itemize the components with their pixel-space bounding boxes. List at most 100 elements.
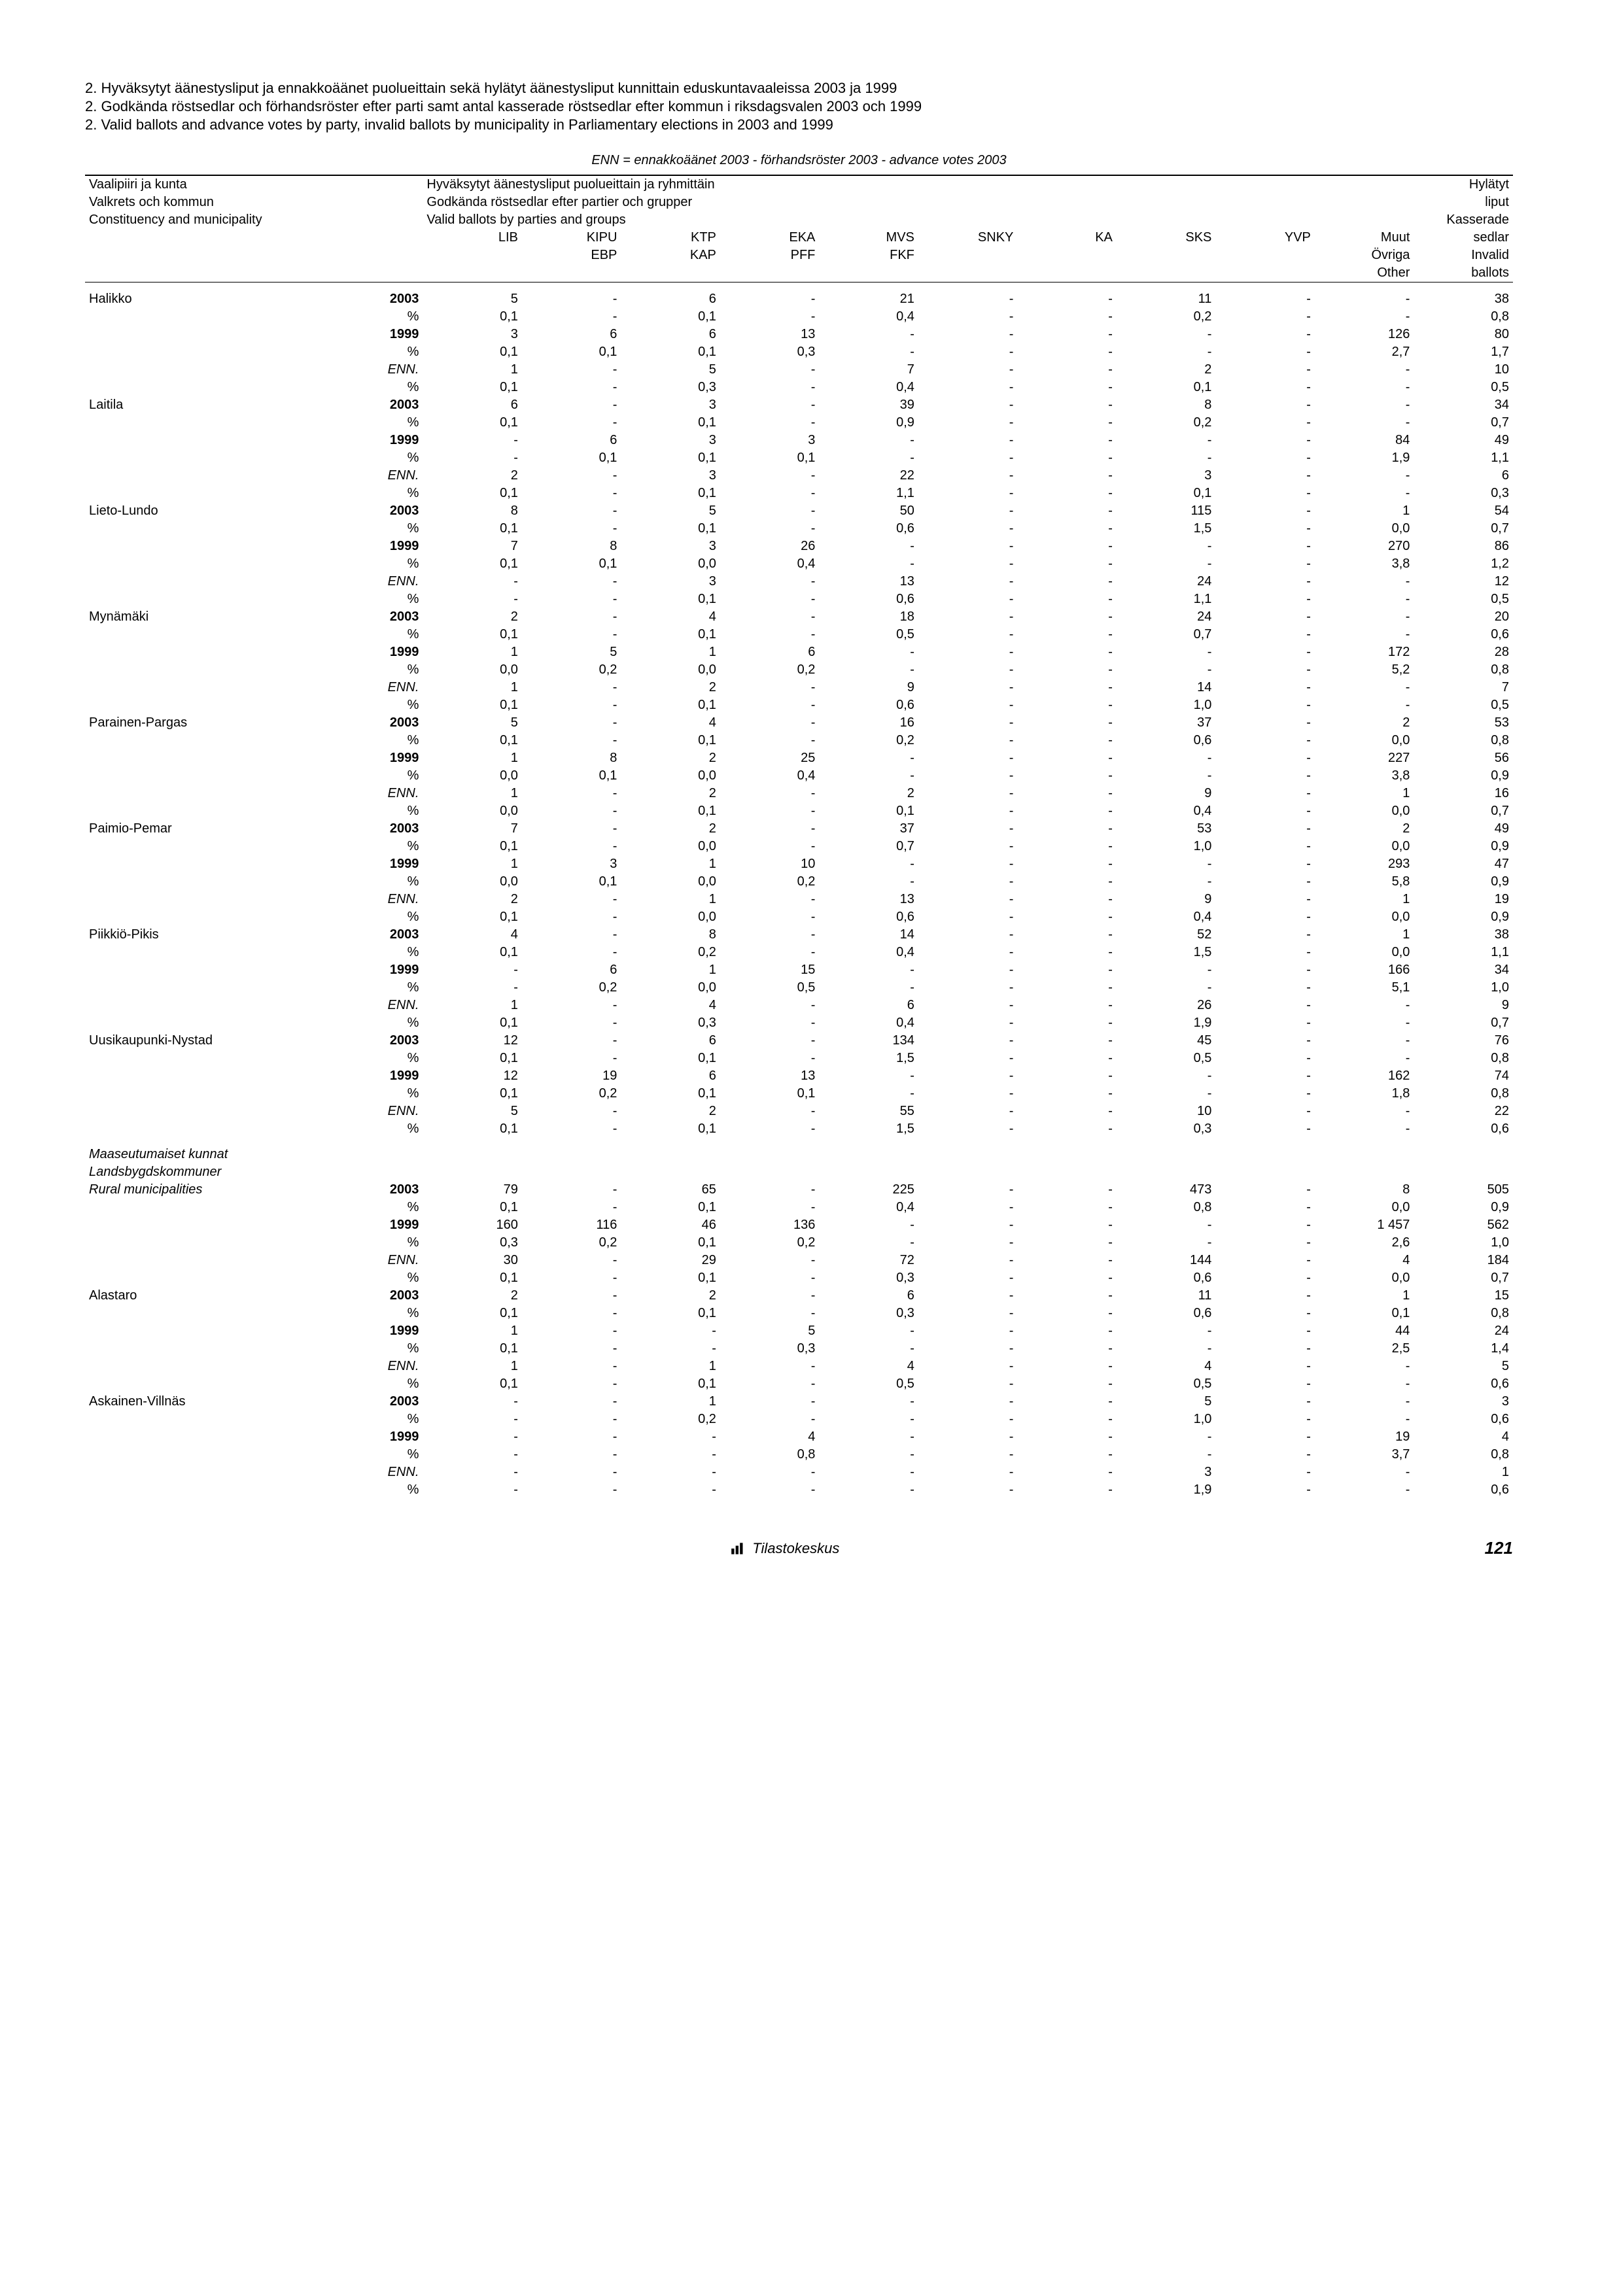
cell: - (1117, 432, 1216, 449)
page-number: 121 (1485, 1538, 1513, 1558)
cell: 10 (1414, 361, 1513, 379)
cell: 4 (1414, 1428, 1513, 1446)
cell: - (1017, 1393, 1117, 1411)
cell: - (918, 1428, 1018, 1446)
cell: - (1215, 1375, 1315, 1393)
cell: 1,1 (819, 485, 918, 502)
cell: - (720, 591, 820, 608)
cell: - (720, 520, 820, 538)
cell: 0,1 (621, 626, 720, 643)
cell: 14 (819, 926, 918, 944)
cell: 46 (621, 1216, 720, 1234)
cell: 0,5 (1414, 379, 1513, 396)
row-label: Mynämäki (85, 608, 345, 626)
cell: 1,5 (1117, 944, 1216, 961)
table-row: %0,1-0,1-0,6--1,5-0,00,7 (85, 520, 1513, 538)
col-kap: KAP (621, 247, 720, 264)
cell: - (918, 1252, 1018, 1269)
cell: - (1215, 308, 1315, 326)
col-lib: LIB (423, 229, 522, 247)
row-label (85, 1067, 345, 1085)
cell: 0,1 (423, 1340, 522, 1358)
table-row: ENN.1-5-7--2--10 (85, 361, 1513, 379)
cell: 0,2 (522, 1085, 621, 1103)
row-label (85, 643, 345, 661)
table-row: %-0,10,10,1-----1,91,1 (85, 449, 1513, 467)
cell: 0,7 (819, 838, 918, 855)
cell: - (720, 608, 820, 626)
hdr-right5: Invalid (1414, 247, 1513, 264)
cell: - (918, 626, 1018, 643)
cell: 55 (819, 1103, 918, 1120)
cell: - (1017, 979, 1117, 997)
cell: 1 (423, 855, 522, 873)
cell: 11 (1117, 1287, 1216, 1305)
cell: 2 (621, 785, 720, 802)
row-label (85, 485, 345, 502)
cell: 227 (1315, 749, 1414, 767)
table-row: 19991--5-----4424 (85, 1322, 1513, 1340)
cell: - (1017, 361, 1117, 379)
row-year: 1999 (345, 326, 423, 343)
cell: 0,8 (1414, 661, 1513, 679)
cell: 1 (1315, 502, 1414, 520)
cell: 1,0 (1414, 979, 1513, 997)
cell: 1,9 (1117, 1014, 1216, 1032)
cell: 1 (1315, 891, 1414, 908)
cell: - (1315, 1103, 1414, 1120)
row-year: 2003 (345, 502, 423, 520)
cell: - (1215, 926, 1315, 944)
row-label (85, 1216, 345, 1234)
cell: - (918, 502, 1018, 520)
cell: 19 (522, 1067, 621, 1085)
cell: 0,1 (423, 696, 522, 714)
cell: - (918, 1287, 1018, 1305)
cell: - (720, 732, 820, 749)
cell: 0,5 (1117, 1375, 1216, 1393)
cell: - (1315, 679, 1414, 696)
cell: - (918, 767, 1018, 785)
row-year: % (345, 485, 423, 502)
cell: - (1117, 873, 1216, 891)
table-row: 1999---4-----194 (85, 1428, 1513, 1446)
cell: 0,6 (819, 696, 918, 714)
cell: 8 (522, 749, 621, 767)
table-row: %0,1-0,3-0,4--0,1--0,5 (85, 379, 1513, 396)
row-label (85, 1375, 345, 1393)
cell: - (918, 696, 1018, 714)
cell: 0,8 (1414, 1085, 1513, 1103)
cell: 0,5 (1414, 591, 1513, 608)
cell: 126 (1315, 326, 1414, 343)
table-row: ENN.1-2-2--9-116 (85, 785, 1513, 802)
row-label (85, 908, 345, 926)
cell: 0,0 (621, 767, 720, 785)
cell: - (1017, 838, 1117, 855)
row-label: Uusikaupunki-Nystad (85, 1032, 345, 1050)
cell: - (918, 379, 1018, 396)
cell: 0,2 (720, 661, 820, 679)
cell: - (1117, 343, 1216, 361)
cell: - (1117, 643, 1216, 661)
cell: 1,8 (1315, 1085, 1414, 1103)
cell: 0,4 (1117, 908, 1216, 926)
cell: 7 (819, 361, 918, 379)
cell: 0,0 (1315, 520, 1414, 538)
cell: - (918, 1322, 1018, 1340)
cell: - (1017, 343, 1117, 361)
cell: 0,6 (1414, 1120, 1513, 1138)
table-row: %0,1-0,1-1,1--0,1--0,3 (85, 485, 1513, 502)
cell: 166 (1315, 961, 1414, 979)
cell: - (1017, 1067, 1117, 1085)
cell: 1,7 (1414, 343, 1513, 361)
cell: 0,1 (522, 555, 621, 573)
cell: 0,3 (621, 1014, 720, 1032)
cell: 2 (423, 467, 522, 485)
cell: - (1017, 961, 1117, 979)
cell: - (1315, 1032, 1414, 1050)
cell: - (918, 308, 1018, 326)
cell: - (1017, 908, 1117, 926)
cell: - (522, 1322, 621, 1340)
cell: - (720, 361, 820, 379)
hdr-right2: liput (1414, 194, 1513, 211)
cell (621, 1163, 720, 1181)
